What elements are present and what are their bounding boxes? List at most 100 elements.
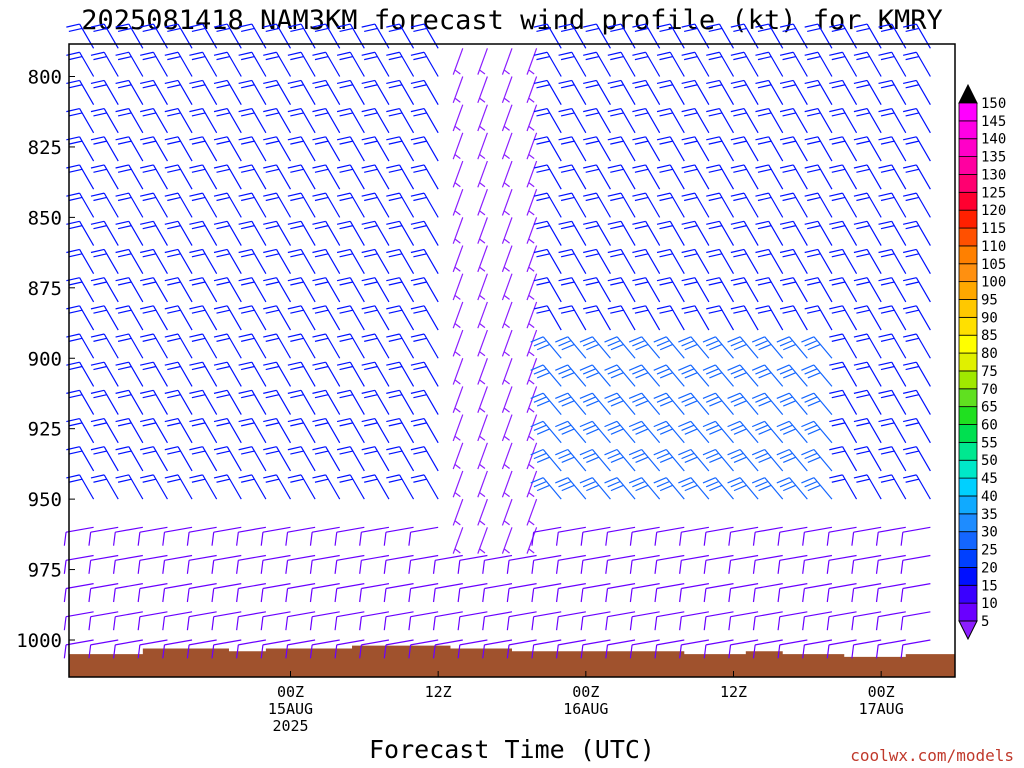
barb-flag-10kt (755, 368, 769, 375)
wind-barb (162, 554, 193, 574)
colorbar-label: 35 (981, 507, 998, 523)
barb-flag-5kt (503, 548, 510, 554)
wind-barb (361, 136, 390, 162)
barb-flag-10kt (117, 168, 132, 173)
barb-staff (526, 386, 538, 413)
barb-flag-10kt (804, 136, 819, 141)
barb-flag-10kt (189, 108, 203, 113)
barb-flag-10kt (683, 225, 698, 230)
wind-barb (728, 554, 759, 574)
barb-flag-10kt (779, 108, 794, 113)
barb-flag-10kt (386, 446, 400, 451)
wind-barb (779, 248, 808, 275)
wind-barb (238, 305, 267, 331)
barb-staff (251, 418, 267, 444)
wind-barb (115, 108, 144, 134)
barb-flag-10kt (140, 136, 154, 141)
barb-staff (842, 192, 858, 218)
barb-flag-10kt (659, 309, 673, 314)
barb-flag-10kt (164, 446, 179, 451)
barb-flag-10kt (880, 281, 895, 286)
barb-flag-10kt (703, 588, 707, 603)
barb-flag-10kt (531, 532, 535, 546)
barb-flag-10kt (708, 84, 723, 89)
barb-flag-10kt (807, 400, 821, 407)
barb-staff (571, 249, 587, 275)
barb-flag-10kt (167, 337, 181, 342)
barb-flag-10kt (656, 23, 671, 28)
barb-staff (788, 392, 808, 415)
barb-flag-10kt (506, 588, 510, 603)
barb-flag-10kt (68, 27, 83, 33)
barb-flag-10kt (757, 281, 772, 286)
wind-barb (410, 79, 439, 105)
barb-flag-10kt (878, 248, 892, 254)
barb-flag-10kt (681, 277, 696, 282)
barb-flag-10kt (681, 192, 696, 197)
barb-flag-10kt (290, 365, 304, 371)
barb-flag-10kt (757, 168, 772, 173)
barb-flag-10kt (632, 220, 646, 225)
barb-staff (213, 526, 242, 533)
barb-flag-10kt (432, 588, 436, 603)
barb-staff (349, 136, 365, 162)
barb-flag-5kt (528, 294, 535, 300)
barb-staff (768, 305, 784, 331)
barb-staff (902, 526, 931, 533)
barb-staff (325, 249, 341, 275)
barb-flag-10kt (856, 55, 870, 61)
wind-barb (656, 248, 685, 275)
barb-staff (202, 192, 218, 218)
barb-flag-10kt (706, 277, 720, 282)
barb-staff (665, 392, 685, 415)
wind-barb (213, 333, 242, 359)
barb-flag-10kt (388, 140, 403, 145)
barb-flag-10kt (807, 196, 821, 202)
wind-barb (115, 446, 144, 472)
barb-staff (755, 554, 783, 561)
barb-staff (567, 449, 587, 472)
barb-staff (423, 361, 439, 387)
barb-staff (582, 583, 611, 590)
barb-flag-10kt (186, 532, 190, 546)
barb-staff (501, 442, 513, 470)
barb-flag-10kt (632, 305, 646, 310)
barb-flag-10kt (213, 23, 228, 28)
wind-barb (90, 79, 119, 105)
wind-barb (656, 277, 685, 303)
barb-staff (312, 526, 340, 533)
barb-flag-10kt (68, 450, 83, 455)
barb-staff (423, 249, 439, 275)
wind-barb (853, 417, 882, 444)
barb-flag-10kt (679, 532, 682, 546)
barb-flag-10kt (536, 343, 550, 351)
wind-barb (140, 136, 168, 162)
barb-flag-10kt (634, 55, 649, 61)
wind-barb (826, 554, 857, 574)
barb-flag-10kt (117, 394, 132, 399)
barb-flag-10kt (555, 560, 559, 574)
barb-flag-10kt (533, 305, 548, 310)
barb-flag-10kt (807, 372, 821, 379)
wind-barb (312, 164, 341, 190)
barb-flag-10kt (263, 305, 277, 310)
barb-flag-10kt (831, 365, 846, 371)
barb-flag-10kt (728, 532, 732, 546)
barb-flag-10kt (530, 336, 544, 343)
barb-flag-10kt (706, 164, 720, 169)
barb-staff (399, 305, 415, 331)
barb-flag-10kt (632, 108, 646, 113)
barb-staff (915, 305, 931, 331)
barb-staff (459, 583, 488, 590)
barb-flag-10kt (586, 343, 600, 351)
wind-barb (829, 192, 858, 218)
barb-flag-10kt (708, 27, 723, 33)
wind-barb (164, 79, 193, 105)
wind-barb (900, 554, 931, 574)
barb-staff (669, 164, 685, 190)
barb-staff (501, 527, 513, 554)
wind-barb (526, 527, 538, 554)
credit-text[interactable]: coolwx.com/models (850, 746, 1014, 765)
barb-flag-10kt (558, 424, 572, 432)
barb-flag-10kt (240, 422, 255, 427)
